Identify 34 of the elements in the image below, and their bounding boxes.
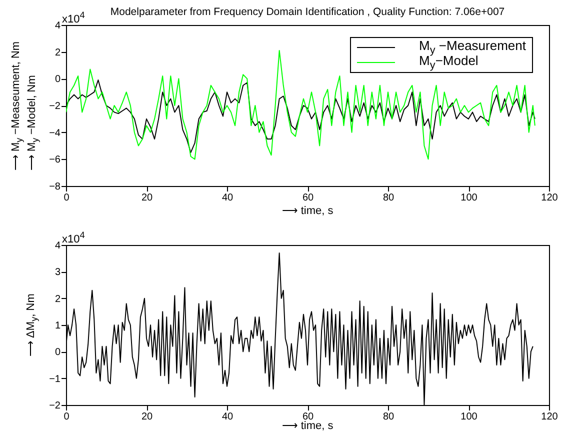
text: x10$^{4}$ <box>62 9 85 27</box>
x-tick-label: 20 <box>141 412 153 422</box>
legend-label: M$_{y}$ −Measurement <box>419 38 526 57</box>
chart-title: Modelparameter from Frequency Domain Identification , Quality Function: 7.06e+007 <box>110 6 505 19</box>
x-tick-label: 120 <box>541 192 558 204</box>
y-tick-label: 0 <box>54 74 61 86</box>
x-axis-title: ⟶ time, s <box>282 420 334 433</box>
x-tick-label: 100 <box>460 192 478 204</box>
annotation: x10$^{4}$ <box>62 229 85 247</box>
y-tick-label: −2 <box>49 101 61 112</box>
x-tick-label: 20 <box>141 192 153 204</box>
y-tick-label: 1 <box>54 320 61 332</box>
y-tick-label: −8 <box>49 182 61 192</box>
x-tick-label: 120 <box>541 412 558 422</box>
y-tick-label: 2 <box>54 47 61 58</box>
y-tick-label: −1 <box>49 374 61 385</box>
x-tick-label: 100 <box>460 412 478 422</box>
y-tick-label: −6 <box>49 154 61 166</box>
y-tick-label: −4 <box>49 128 61 139</box>
y-tick-label: −2 <box>49 400 61 412</box>
x-tick-label: 40 <box>222 192 234 204</box>
x-tick-label: 40 <box>222 412 234 422</box>
x-tick-label: 60 <box>302 412 314 422</box>
y-tick-label: 2 <box>54 294 61 305</box>
y-tick-label: 4 <box>54 20 61 32</box>
x-axis-title: ⟶ time, s <box>282 205 334 218</box>
y-tick-label: 3 <box>54 267 61 278</box>
x-tick-label: 80 <box>382 412 394 422</box>
x-tick-label: 60 <box>302 192 314 204</box>
x-tick-label: 0 <box>64 412 70 422</box>
x-tick-label: 80 <box>382 192 394 204</box>
y-tick-label: 4 <box>54 240 61 252</box>
y-tick-label: 0 <box>54 347 61 358</box>
x-tick-label: 0 <box>64 192 70 204</box>
